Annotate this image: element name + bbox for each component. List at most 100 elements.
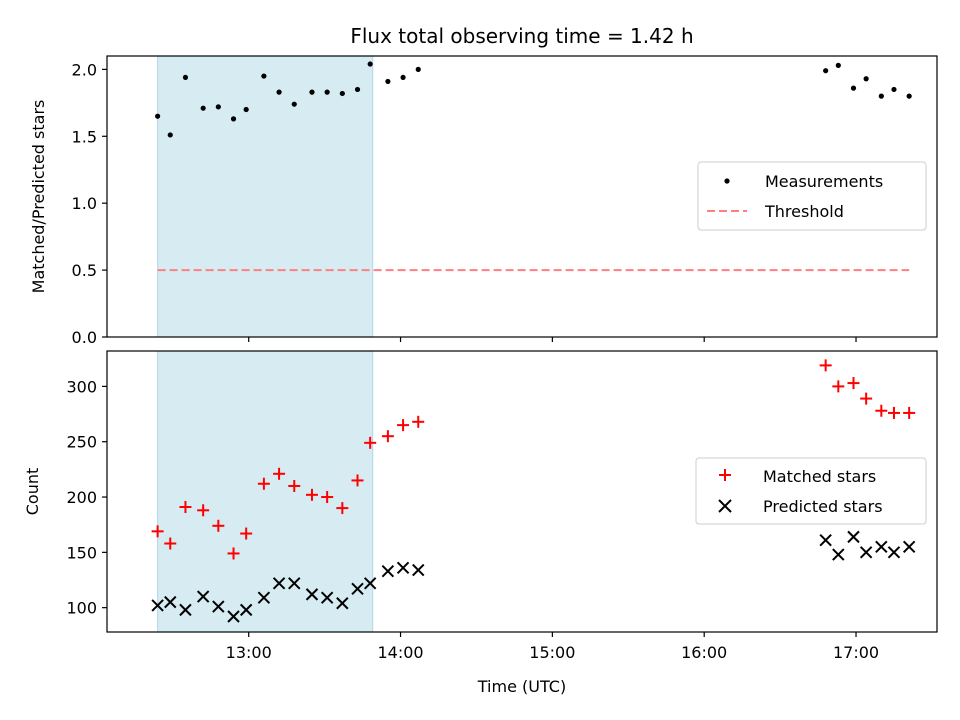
predicted-star-point (859, 546, 873, 559)
predicted-star-point (288, 577, 301, 590)
x-tick-label: 17:00 (833, 643, 879, 662)
predicted-star-point (257, 591, 271, 604)
measurement-point (385, 78, 391, 85)
count-legend-box (695, 457, 927, 525)
matched-star-point (197, 504, 210, 517)
matched-star-point (412, 415, 425, 428)
predicted-star-point (381, 564, 395, 578)
measurement-point (243, 106, 249, 113)
measurement-point (215, 104, 221, 110)
measurement-point (276, 89, 282, 95)
matched-star-point (257, 477, 270, 490)
predicted-star-point (320, 591, 334, 604)
predicted-star-point (164, 595, 177, 609)
measurement-point (339, 90, 345, 97)
measurement-points (155, 61, 912, 138)
measurement-point (891, 86, 897, 93)
matched-star-point (819, 359, 832, 372)
predicted-star-point (351, 582, 364, 596)
x-tick-label: 14:00 (377, 643, 423, 662)
predicted-star-point (305, 588, 319, 601)
predicted-star-point (396, 561, 410, 575)
ratio-panel: 0.00.51.01.52.0 Matched/Predicted stars … (29, 55, 938, 347)
measurement-point (167, 132, 173, 138)
matched-star-point (305, 488, 318, 501)
x-axis-label: Time (UTC) (477, 677, 566, 696)
predicted-star-point (179, 603, 192, 617)
predicted-star-point (875, 540, 888, 554)
matched-star-point (875, 404, 888, 417)
x-tick-label: 16:00 (681, 643, 727, 662)
chart-title: Flux total observing time = 1.42 h (350, 24, 693, 48)
predicted-star-point (336, 597, 349, 610)
ratio-legend-box (697, 161, 927, 231)
measurement-point (155, 113, 161, 119)
measurement-point (230, 116, 237, 122)
matched-star-point (179, 500, 192, 513)
count-y-ticks: 100 150 200 250 300 (66, 377, 107, 618)
measurement-point (182, 74, 189, 81)
matched-star-point (288, 479, 301, 492)
matched-star-point (351, 474, 364, 487)
y-tick-label: 150 (66, 543, 97, 562)
predicted-star-point (819, 533, 832, 547)
matched-star-point (364, 436, 377, 449)
observing-window-span (157, 55, 374, 338)
count-axes-frame (106, 350, 938, 633)
predicted-star-point (887, 546, 901, 559)
predicted-star-point (902, 540, 916, 554)
legend-label-threshold: Threshold (764, 202, 844, 221)
matched-star-point (336, 502, 349, 515)
measurement-point (835, 62, 841, 68)
ratio-x-ticks (248, 337, 857, 342)
matched-star-point (240, 527, 253, 540)
legend-marker-predicted (718, 499, 732, 513)
predicted-star-point (151, 599, 164, 612)
predicted-stars-points (151, 530, 916, 623)
measurement-point (906, 93, 912, 99)
predicted-star-point (363, 577, 377, 590)
count-x-ticks: 13:00 14:00 15:00 16:00 17:00 (226, 632, 879, 662)
y-tick-label: 0.0 (72, 328, 97, 347)
measurement-point (400, 74, 406, 81)
ratio-y-axis-label: Matched/Predicted stars (29, 100, 48, 294)
predicted-star-point (412, 563, 425, 577)
x-tick-label: 15:00 (529, 643, 575, 662)
legend-marker-measurements (724, 178, 730, 184)
observing-window-span (157, 350, 374, 633)
matched-star-point (321, 491, 334, 504)
matched-star-point (227, 547, 240, 560)
y-tick-label: 0.5 (72, 261, 97, 280)
matched-star-point (860, 392, 873, 405)
measurement-point (367, 61, 373, 67)
y-tick-label: 200 (66, 488, 97, 507)
measurement-point (200, 105, 206, 111)
legend-marker-matched (719, 469, 731, 481)
measurement-point (863, 76, 869, 82)
measurement-point (309, 89, 315, 95)
measurement-point (850, 85, 857, 91)
legend-label-measurements: Measurements (765, 172, 883, 191)
measurement-point (324, 89, 330, 95)
predicted-star-point (832, 548, 845, 561)
y-tick-label: 300 (66, 377, 97, 396)
count-y-axis-label: Count (23, 468, 42, 516)
y-tick-label: 1.0 (72, 194, 97, 213)
y-tick-label: 1.5 (72, 127, 97, 146)
measurement-point (354, 86, 361, 93)
x-tick-label: 13:00 (226, 643, 272, 662)
matched-stars-points (151, 359, 916, 560)
count-panel: 100 150 200 250 300 13:00 14:00 15:00 16:00 17:0… (23, 350, 938, 662)
matched-star-point (273, 467, 286, 480)
legend-label-predicted: Predicted stars (763, 497, 883, 516)
measurement-point (261, 73, 267, 79)
matched-star-point (151, 525, 164, 538)
y-tick-label: 250 (66, 433, 97, 452)
matched-star-point (887, 406, 900, 419)
predicted-star-point (212, 600, 225, 613)
measurement-point (291, 101, 297, 107)
y-tick-label: 100 (66, 599, 97, 618)
legend-label-matched: Matched stars (763, 467, 876, 486)
measurement-point (823, 68, 829, 74)
